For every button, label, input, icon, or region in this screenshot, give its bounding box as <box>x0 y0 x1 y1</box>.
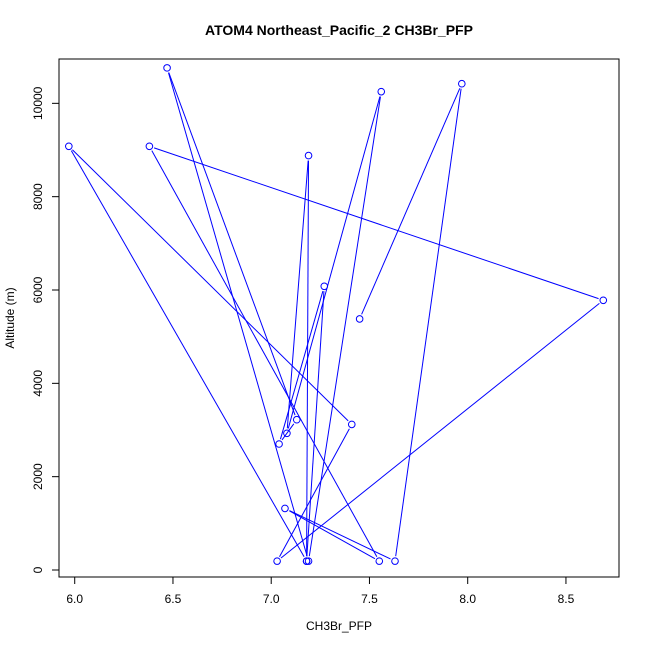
data-point <box>145 142 154 151</box>
data-point <box>283 429 291 438</box>
series-segment <box>395 88 462 557</box>
x-tick-label: 7.0 <box>263 592 280 606</box>
y-tick-label: 8000 <box>31 183 45 210</box>
data-point <box>273 557 281 565</box>
data-point <box>458 79 466 88</box>
series-segment <box>281 423 295 441</box>
x-tick-label: 6.0 <box>66 592 83 606</box>
plot-frame <box>58 58 620 578</box>
y-axis-label: Altitude (m) <box>3 287 17 348</box>
data-point <box>599 296 608 305</box>
data-point <box>391 557 399 565</box>
series-segment <box>287 96 381 429</box>
x-axis-label: CH3Br_PFP <box>306 619 372 633</box>
data-point <box>355 315 364 323</box>
series-segment <box>289 510 376 560</box>
data-point <box>304 151 313 160</box>
series-segment <box>153 147 599 300</box>
data-point <box>275 440 283 448</box>
series-segment <box>279 290 324 440</box>
series-segment <box>361 88 461 315</box>
series-segment <box>289 510 391 560</box>
series-segment <box>279 428 350 557</box>
data-point <box>302 557 311 565</box>
series-segment <box>308 96 381 557</box>
x-tick-label: 8.5 <box>558 592 575 606</box>
x-tick-label: 8.0 <box>459 592 476 606</box>
series-segment <box>72 149 349 422</box>
data-point <box>320 282 329 291</box>
x-tick-label: 7.5 <box>361 592 378 606</box>
data-point <box>292 415 301 424</box>
data-point <box>65 142 73 151</box>
y-tick-label: 4000 <box>31 370 45 397</box>
data-point <box>163 64 171 72</box>
y-axis: 0 2000 4000 6000 8000 10000 <box>31 86 60 573</box>
series-segment <box>286 160 309 429</box>
series-segment <box>167 72 308 557</box>
series-segment <box>168 72 296 416</box>
series-segment <box>70 150 305 558</box>
data-point <box>375 557 384 565</box>
series-segment <box>306 291 325 557</box>
data-point <box>377 87 386 96</box>
series-segment <box>151 150 378 558</box>
y-tick-label: 0 <box>31 566 45 573</box>
data-point <box>281 504 289 513</box>
data-point <box>304 557 313 565</box>
data-point <box>347 420 356 429</box>
x-tick-label: 6.5 <box>165 592 182 606</box>
series-segment <box>280 302 600 559</box>
x-axis: 6.0 6.5 7.0 7.5 8.0 8.5 <box>66 576 575 606</box>
y-tick-label: 10000 <box>31 86 45 120</box>
chart-title: ATOM4 Northeast_Pacific_2 CH3Br_PFP <box>205 22 473 38</box>
series-segment <box>306 160 310 557</box>
y-tick-label: 2000 <box>31 463 45 490</box>
plot-area <box>65 64 608 565</box>
y-tick-label: 6000 <box>31 276 45 303</box>
